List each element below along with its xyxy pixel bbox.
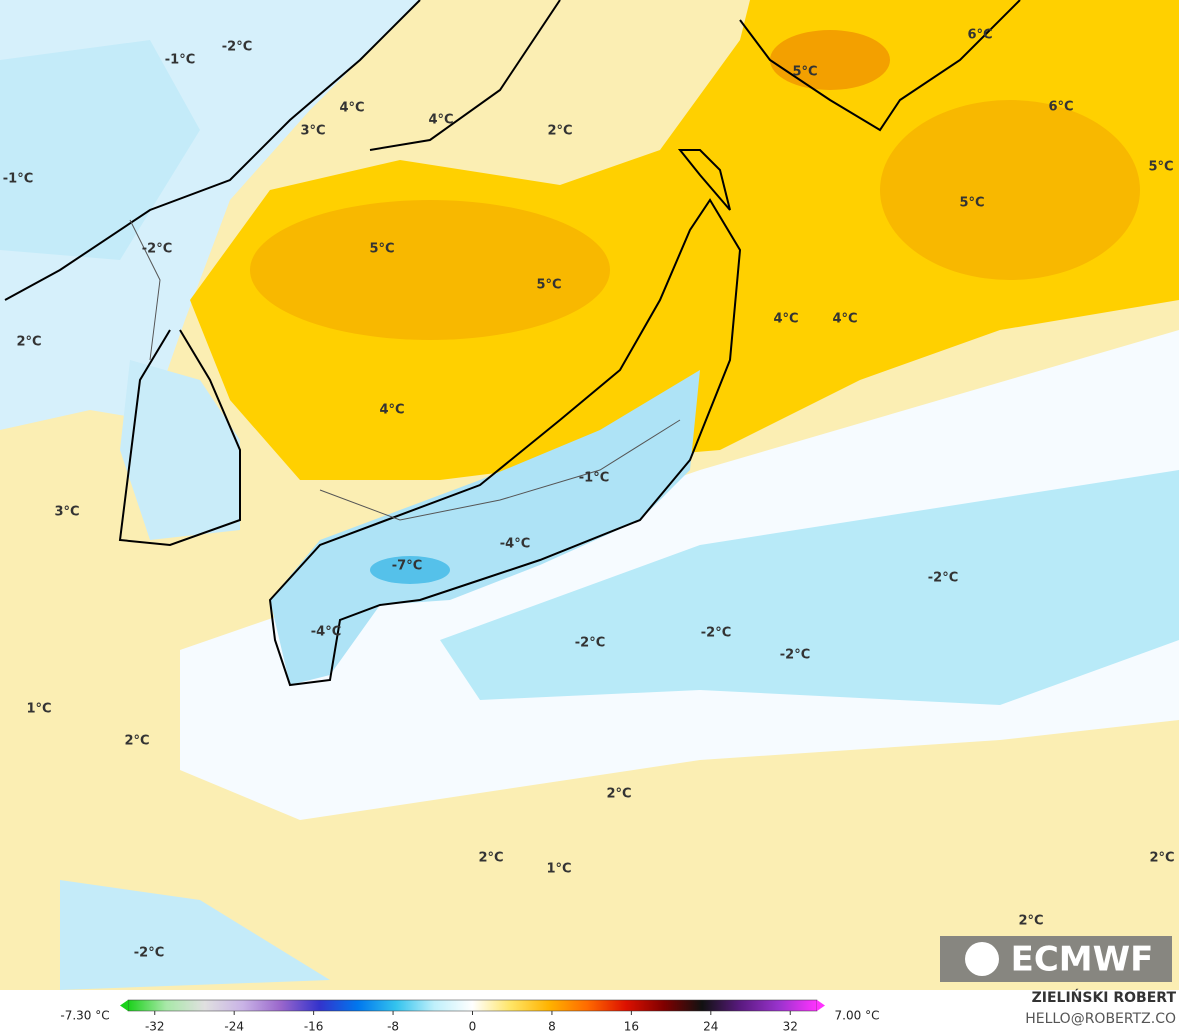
contour-label: -2°C: [780, 648, 810, 663]
contour-label: 5°C: [369, 242, 394, 257]
credit-contact: HELLO@ROBERTZ.CO: [1025, 1011, 1176, 1027]
colorbar-tick-label: -16: [304, 1020, 324, 1034]
contour-label: -1°C: [579, 471, 609, 486]
contour-label: 4°C: [428, 113, 453, 128]
logo-icon: [965, 942, 999, 976]
cold-anomaly: [440, 470, 1179, 705]
coastline: [268, 198, 742, 687]
contour-label: -2°C: [928, 571, 958, 586]
border: [319, 419, 681, 521]
contour-label: -2°C: [222, 40, 252, 55]
contour-label: 5°C: [959, 196, 984, 211]
contour-label: 4°C: [832, 312, 857, 327]
map: -1°C -2°C 4°C 4°C 3°C 2°C 6°C 5°C 6°C 5°C -1°C 5°C -…: [0, 0, 1179, 990]
warm-core: [770, 30, 890, 90]
contour-label: -4°C: [311, 625, 341, 640]
colorbar-arrow: [120, 1000, 128, 1011]
colorbar-arrow: [817, 1000, 825, 1011]
border: [129, 219, 161, 361]
cold-land: [120, 360, 240, 540]
contour-label: 2°C: [1018, 914, 1043, 929]
contour-label: 5°C: [536, 278, 561, 293]
coastline: [677, 149, 731, 211]
contour-label: 1°C: [546, 862, 571, 877]
contour-label: 2°C: [16, 335, 41, 350]
contour-label: 5°C: [792, 65, 817, 80]
contour-label: 2°C: [124, 734, 149, 749]
contour-label: 3°C: [300, 124, 325, 139]
colorbar-min: -7.30 °C: [60, 1009, 109, 1023]
contour-label: 3°C: [54, 505, 79, 520]
coastline: [4, 0, 421, 301]
colorbar: -7.30 °C 7.00 °C -32 -24 -16 -8 0 8 16 24 32: [60, 999, 880, 1034]
contour-label: 4°C: [773, 312, 798, 327]
contour-label: 4°C: [339, 101, 364, 116]
contour-label: 2°C: [1149, 851, 1174, 866]
colorbar-tick-label: 24: [703, 1020, 718, 1034]
contour-label: -2°C: [575, 636, 605, 651]
contour-label: -2°C: [701, 626, 731, 641]
colorbar-tick-label: 8: [548, 1020, 556, 1034]
contour-label: -2°C: [134, 946, 164, 961]
colorbar-max: 7.00 °C: [835, 1009, 880, 1023]
contour-label: -4°C: [500, 537, 530, 552]
colorbar-tick-label: -32: [145, 1020, 165, 1034]
warm-core: [250, 200, 610, 340]
contour-label: 5°C: [1148, 160, 1173, 175]
contour-label: -2°C: [142, 242, 172, 257]
contour-label: -7°C: [392, 559, 422, 574]
colorbar-tick-label: 16: [624, 1020, 639, 1034]
contour-label: 4°C: [379, 403, 404, 418]
colorbar-tick-label: 32: [783, 1020, 798, 1034]
colorbar-tick-label: -24: [224, 1020, 244, 1034]
ecmwf-logo: ECMWF: [940, 936, 1172, 982]
cold-anomaly: [0, 40, 200, 260]
contour-label: 2°C: [547, 124, 572, 139]
colorbar-tick-label: -8: [387, 1020, 399, 1034]
coastline: [739, 0, 1021, 132]
contour-label: 1°C: [26, 702, 51, 717]
cold-core: [370, 556, 450, 584]
contour-label: 6°C: [1048, 100, 1073, 115]
contour-label: -1°C: [3, 172, 33, 187]
cold-anomaly: [60, 880, 330, 990]
coastline: [369, 0, 561, 151]
coastline: [118, 329, 241, 547]
logo-text: ECMWF: [1011, 940, 1154, 980]
warm-core: [880, 100, 1140, 280]
contour-label: 2°C: [606, 787, 631, 802]
colorbar-tick-label: 0: [469, 1020, 477, 1034]
credit-name: ZIELIŃSKI ROBERT: [1032, 988, 1177, 1006]
contour-label: 6°C: [967, 28, 992, 43]
contour-label: -1°C: [165, 53, 195, 68]
contour-label: 2°C: [478, 851, 503, 866]
colorbar-scale: [127, 999, 818, 1012]
